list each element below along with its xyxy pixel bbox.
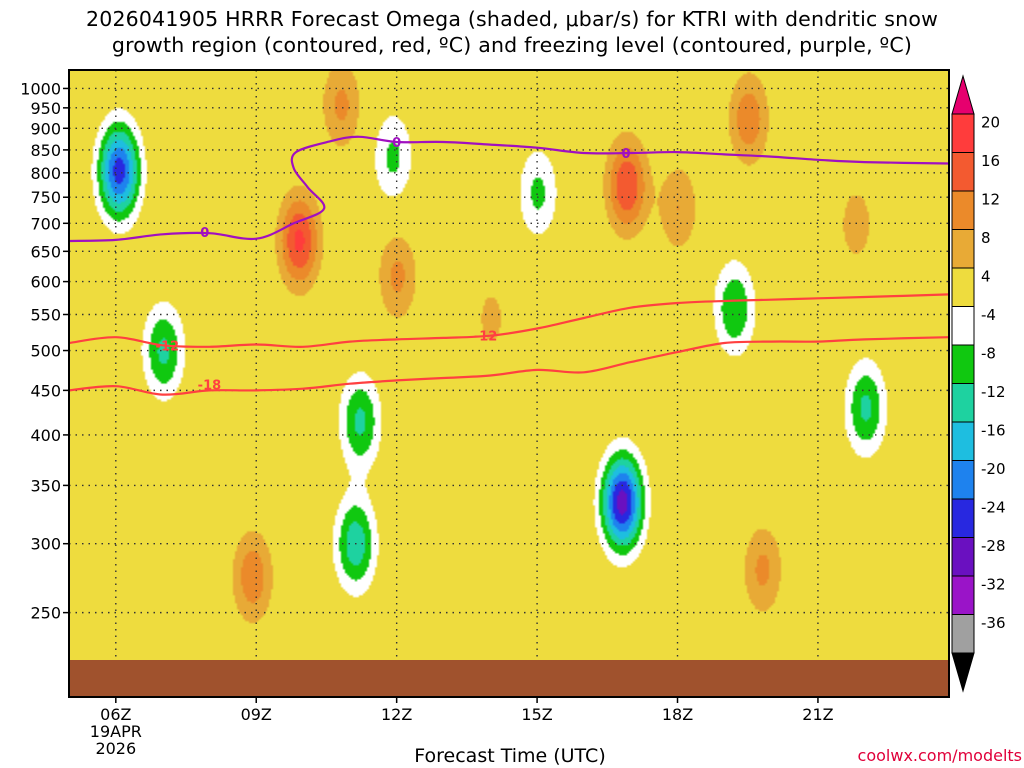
contour-line-0: [69, 135, 949, 243]
y-tick-label-950: 950: [30, 99, 61, 118]
y-tick-label-350: 350: [30, 476, 61, 495]
contour-label-0: 0: [200, 226, 209, 241]
x-axis-label: Forecast Time (UTC): [414, 745, 606, 767]
plot-frame: [68, 69, 950, 698]
omega-shaded-field: [69, 70, 949, 697]
x-tick-label-18Z: 18Z: [662, 705, 693, 724]
colorbar-swatch: [951, 383, 975, 423]
contour-label-0: 0: [392, 136, 401, 151]
colorbar-label: -16: [981, 422, 1006, 440]
x-tick-label-09Z: 09Z: [241, 705, 272, 724]
contour-line--18: [69, 336, 949, 396]
colorbar-label: -32: [981, 576, 1006, 594]
colorbar-label: -8: [981, 345, 996, 363]
temperature-contours: -18 -12 -12 0 0 0: [69, 135, 949, 396]
y-tick-label-800: 800: [30, 164, 61, 183]
colorbar-swatch: [951, 575, 975, 615]
colorbar: 20 16 12 8 4 -4 -8 -12 -16 -20 -24 -28 -32 -36: [951, 74, 1006, 693]
colorbar-label: 8: [981, 229, 991, 247]
y-tick-label-500: 500: [30, 342, 61, 361]
colorbar-swatch: [951, 460, 975, 500]
y-tick-label-650: 650: [30, 242, 61, 261]
x-tick-date: 19APR: [90, 722, 142, 741]
colorbar-label: 12: [981, 191, 1000, 209]
colorbar-swatch: [951, 344, 975, 384]
x-tick-label-21Z: 21Z: [802, 705, 833, 724]
colorbar-label: 4: [981, 268, 991, 286]
ground-layer: [69, 660, 949, 697]
colorbar-swatch: [951, 113, 975, 153]
x-tick-label-06Z: 06Z: [100, 705, 131, 724]
y-tick-label-400: 400: [30, 426, 61, 445]
colorbar-swatch: [951, 229, 975, 269]
colorbar-swatch: [951, 306, 975, 346]
colorbar-swatch: [951, 614, 975, 654]
y-tick-label-700: 700: [30, 214, 61, 233]
colorbar-label: -4: [981, 306, 996, 324]
colorbar-label: -36: [981, 614, 1006, 632]
y-tick-label-250: 250: [30, 604, 61, 623]
colorbar-label: 20: [981, 114, 1000, 132]
colorbar-top-arrow: [951, 74, 975, 115]
contour-label--12: -12: [156, 339, 180, 354]
contour-label--12: -12: [474, 330, 498, 345]
x-tick-label-12Z: 12Z: [381, 705, 412, 724]
grid-lines: [69, 70, 949, 697]
colorbar-label: -20: [981, 460, 1006, 478]
colorbar-label: -12: [981, 383, 1006, 401]
y-tick-label-850: 850: [30, 141, 61, 160]
colorbar-label: -24: [981, 499, 1006, 517]
colorbar-swatch: [951, 267, 975, 307]
credit-link[interactable]: coolwx.com/modelts: [857, 746, 1022, 765]
y-tick-label-1000: 1000: [20, 79, 61, 98]
plot-area: -18 -12 -12 0 0 0: [68, 69, 950, 698]
y-axis: 250 300 350 400 450 500 550 600 650 700 750 800 850 9…: [20, 79, 69, 623]
colorbar-swatch: [951, 421, 975, 461]
y-tick-label-300: 300: [30, 535, 61, 554]
contour-label--18: -18: [198, 379, 222, 394]
y-tick-label-550: 550: [30, 305, 61, 324]
y-tick-label-450: 450: [30, 381, 61, 400]
chart-title: 2026041905 HRRR Forecast Omega (shaded, …: [0, 6, 1024, 58]
colorbar-label: 16: [981, 152, 1000, 170]
y-tick-label-750: 750: [30, 188, 61, 207]
colorbar-swatch: [951, 537, 975, 577]
colorbar-swatch: [951, 190, 975, 230]
colorbar-swatch: [951, 498, 975, 538]
contour-line--12: [69, 293, 949, 348]
colorbar-bottom-arrow: [951, 652, 975, 693]
chart-title-line2: growth region (contoured, red, ºC) and f…: [111, 33, 913, 57]
ground-rect: [69, 660, 949, 697]
y-tick-label-900: 900: [30, 119, 61, 138]
contour-label-0: 0: [621, 147, 630, 162]
chart-title-line1: 2026041905 HRRR Forecast Omega (shaded, …: [85, 7, 939, 31]
y-tick-label-600: 600: [30, 273, 61, 292]
omega-shading: [69, 70, 949, 697]
x-tick-label-15Z: 15Z: [521, 705, 552, 724]
colorbar-swatch: [951, 152, 975, 192]
x-tick-year: 2026: [95, 739, 136, 758]
colorbar-label: -28: [981, 537, 1006, 555]
